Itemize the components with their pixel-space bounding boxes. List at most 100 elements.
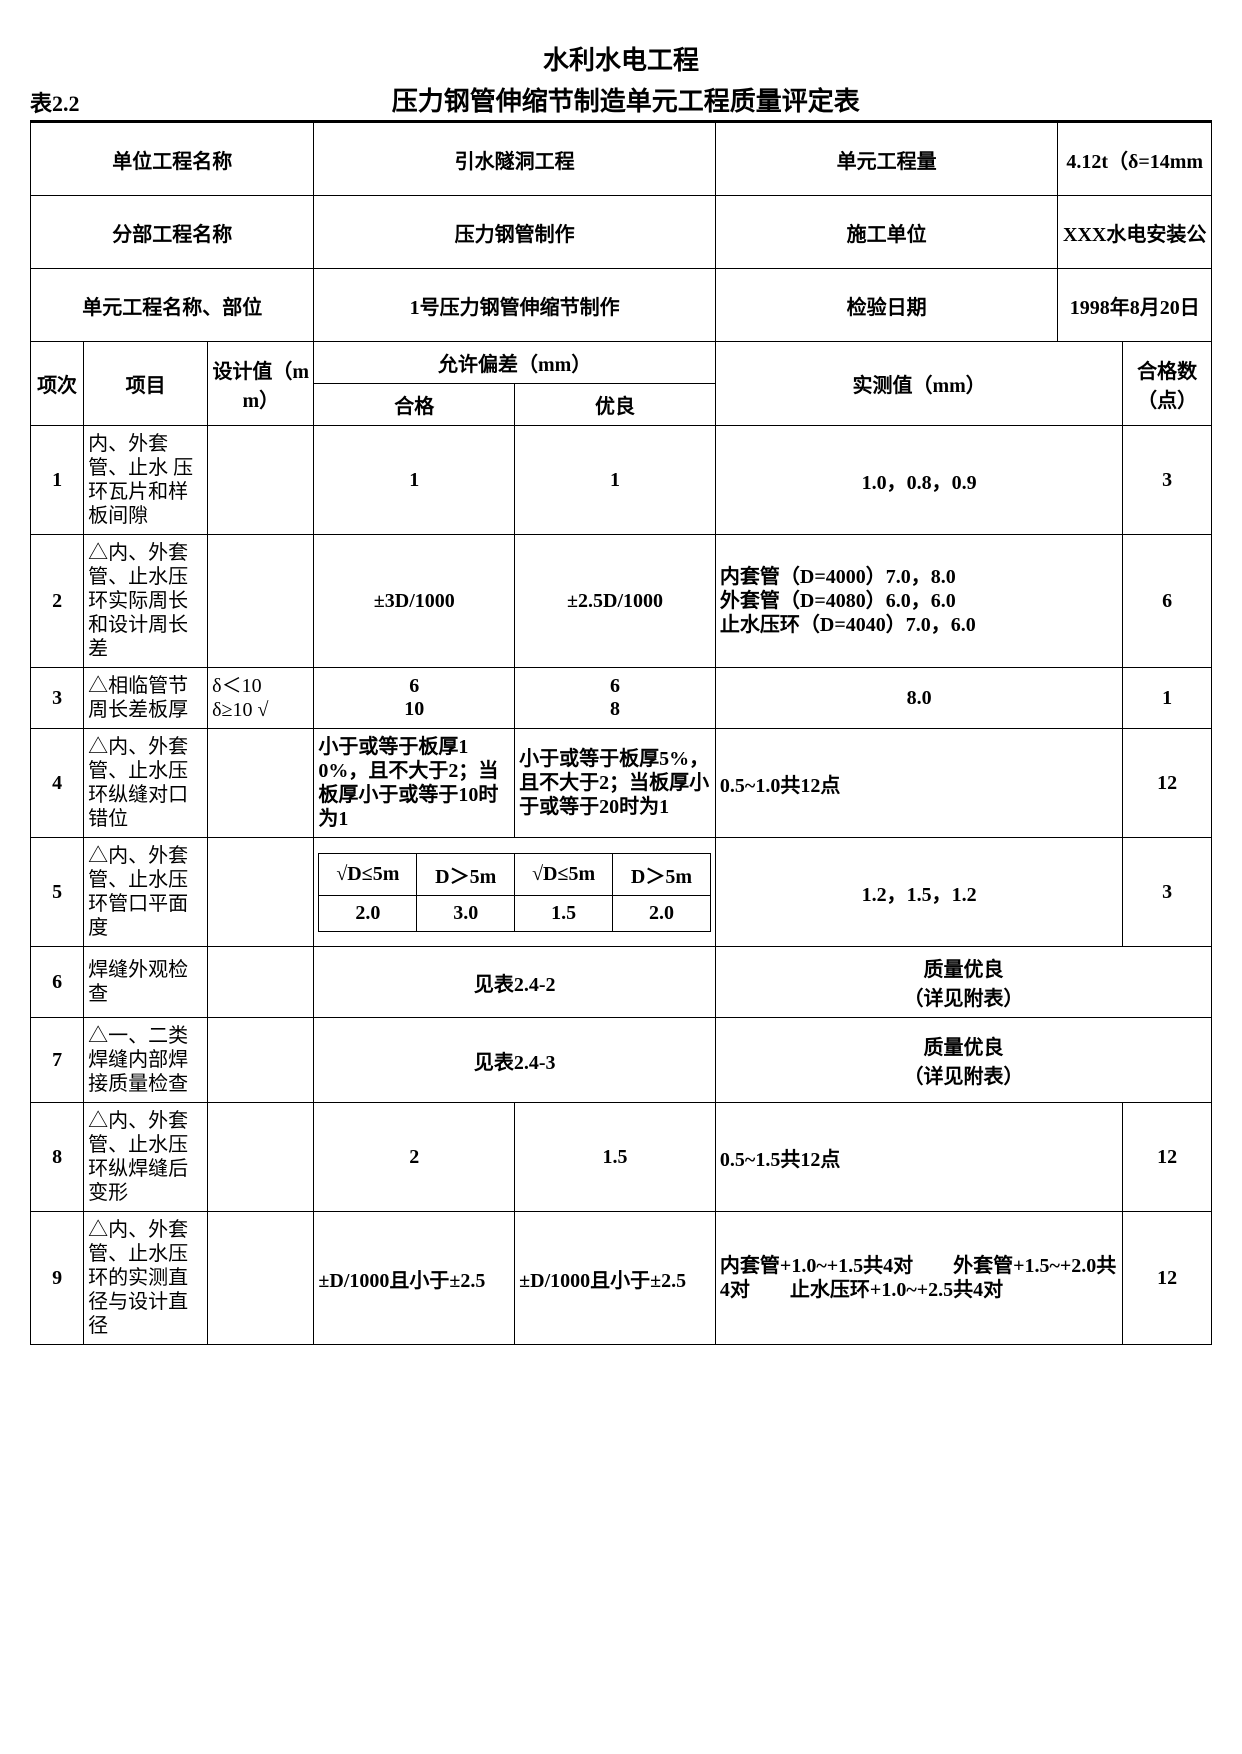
r4-meas: 0.5~1.0共12点 [715,729,1122,838]
col-item: 项目 [84,342,208,426]
r5-v2: 3.0 [417,895,515,931]
r8-pass: 2 [314,1103,515,1212]
r7-tol: 见表2.4-3 [314,1018,716,1103]
col-measured: 实测值（mm） [715,342,1122,426]
r5-v3: 1.5 [515,895,613,931]
r7-n: 7 [31,1018,84,1103]
data-row-4: 4 △内、外套管、止水压环纵缝对口错位 小于或等于板厚10%，且不大于2；当板厚… [31,729,1212,838]
data-row-9: 9 △内、外套管、止水压环的实测直径与设计直径 ±D/1000且小于±2.5 ±… [31,1212,1212,1345]
r5-a1: √D≤5m [319,853,417,895]
inspect-date-value: 1998年8月20日 [1058,269,1212,342]
r6-tol: 见表2.4-2 [314,947,716,1018]
r2-design [208,535,314,668]
header-row: 表2.2 压力钢管伸缩节制造单元工程质量评定表 [30,81,1212,122]
sub-project-label: 分部工程名称 [31,196,314,269]
r2-meas: 内套管（D=4000）7.0，8.0 外套管（D=4080）6.0，6.0 止水… [715,535,1122,668]
r6-item: 焊缝外观检查 [84,947,208,1018]
r2-cnt: 6 [1123,535,1212,668]
r5-n: 5 [31,838,84,947]
r3-design: δ＜10 δ≥10 √ [208,668,314,729]
r9-meas: 内套管+1.0~+1.5共4对 外套管+1.5~+2.0共4对 止水压环+1.0… [715,1212,1122,1345]
r4-design [208,729,314,838]
unit-name-label: 单元工程名称、部位 [31,269,314,342]
r6-design [208,947,314,1018]
r1-exc: 1 [515,426,716,535]
r8-cnt: 12 [1123,1103,1212,1212]
r2-pass: ±3D/1000 [314,535,515,668]
doc-category: 水利水电工程 [30,40,1212,77]
r5-tolerance-grid: √D≤5m D＞5m √D≤5m D＞5m 2.0 3.0 1.5 2.0 [314,838,716,947]
col-design: 设计值（mm） [208,342,314,426]
r9-item: △内、外套管、止水压环的实测直径与设计直径 [84,1212,208,1345]
r7-design [208,1018,314,1103]
r2-exc: ±2.5D/1000 [515,535,716,668]
data-row-7: 7 △一、二类焊缝内部焊接质量检查 见表2.4-3 质量优良 （详见附表） [31,1018,1212,1103]
unit-project-label: 单位工程名称 [31,123,314,196]
r3-meas: 8.0 [715,668,1122,729]
r7-meas: 质量优良 （详见附表） [715,1018,1211,1103]
r5-a2: D＞5m [417,853,515,895]
info-row-3: 单元工程名称、部位 1号压力钢管伸缩节制作 检验日期 1998年8月20日 [31,269,1212,342]
r2-n: 2 [31,535,84,668]
r4-exc: 小于或等于板厚5%，且不大于2；当板厚小于或等于20时为1 [515,729,716,838]
r9-cnt: 12 [1123,1212,1212,1345]
inspect-date-label: 检验日期 [715,269,1057,342]
r8-meas: 0.5~1.5共12点 [715,1103,1122,1212]
r6-meas: 质量优良 （详见附表） [715,947,1211,1018]
r4-pass: 小于或等于板厚10%，且不大于2；当板厚小于或等于10时为1 [314,729,515,838]
r9-pass: ±D/1000且小于±2.5 [314,1212,515,1345]
r8-design [208,1103,314,1212]
info-row-1: 单位工程名称 引水隧洞工程 单元工程量 4.12t（δ=14mm [31,123,1212,196]
r6-n: 6 [31,947,84,1018]
col-excellent: 优良 [515,384,716,426]
col-header-row-1: 项次 项目 设计值（mm） 允许偏差（mm） 实测值（mm） 合格数（点） [31,342,1212,384]
r5-b2: D＞5m [613,853,711,895]
contractor-label: 施工单位 [715,196,1057,269]
r1-pass: 1 [314,426,515,535]
r5-item: △内、外套管、止水压环管口平面度 [84,838,208,947]
data-row-3: 3 △相临管节周长差板厚 δ＜10 δ≥10 √ 6 10 6 8 8.0 1 [31,668,1212,729]
r1-item: 内、外套管、止水 压环瓦片和样板间隙 [84,426,208,535]
r4-n: 4 [31,729,84,838]
quality-table: 单位工程名称 引水隧洞工程 单元工程量 4.12t（δ=14mm 分部工程名称 … [30,122,1212,1345]
r7-item: △一、二类焊缝内部焊接质量检查 [84,1018,208,1103]
r3-exc: 6 8 [515,668,716,729]
r5-b1: √D≤5m [515,853,613,895]
r1-cnt: 3 [1123,426,1212,535]
col-tolerance: 允许偏差（mm） [314,342,716,384]
unit-name-value: 1号压力钢管伸缩节制作 [314,269,716,342]
unit-project-value: 引水隧洞工程 [314,123,716,196]
r4-item: △内、外套管、止水压环纵缝对口错位 [84,729,208,838]
col-count: 合格数（点） [1123,342,1212,426]
unit-qty-label: 单元工程量 [715,123,1057,196]
r5-cnt: 3 [1123,838,1212,947]
data-row-1: 1 内、外套管、止水 压环瓦片和样板间隙 1 1 1.0，0.8，0.9 3 [31,426,1212,535]
r5-meas: 1.2，1.5，1.2 [715,838,1122,947]
r1-design [208,426,314,535]
r5-design [208,838,314,947]
contractor-value: XXX水电安装公 [1058,196,1212,269]
r3-pass: 6 10 [314,668,515,729]
r8-item: △内、外套管、止水压环纵焊缝后变形 [84,1103,208,1212]
r3-cnt: 1 [1123,668,1212,729]
sub-project-value: 压力钢管制作 [314,196,716,269]
unit-qty-value: 4.12t（δ=14mm [1058,123,1212,196]
doc-title: 压力钢管伸缩节制造单元工程质量评定表 [40,81,1212,120]
r5-v4: 2.0 [613,895,711,931]
col-idx: 项次 [31,342,84,426]
r4-cnt: 12 [1123,729,1212,838]
data-row-8: 8 △内、外套管、止水压环纵焊缝后变形 2 1.5 0.5~1.5共12点 12 [31,1103,1212,1212]
r3-n: 3 [31,668,84,729]
r1-meas: 1.0，0.8，0.9 [715,426,1122,535]
r2-item: △内、外套管、止水压环实际周长和设计周长差 [84,535,208,668]
r5-v1: 2.0 [319,895,417,931]
r9-design [208,1212,314,1345]
r1-n: 1 [31,426,84,535]
r8-n: 8 [31,1103,84,1212]
data-row-5: 5 △内、外套管、止水压环管口平面度 √D≤5m D＞5m √D≤5m D＞5m… [31,838,1212,947]
r9-exc: ±D/1000且小于±2.5 [515,1212,716,1345]
data-row-6: 6 焊缝外观检查 见表2.4-2 质量优良 （详见附表） [31,947,1212,1018]
r9-n: 9 [31,1212,84,1345]
r3-item: △相临管节周长差板厚 [84,668,208,729]
r8-exc: 1.5 [515,1103,716,1212]
